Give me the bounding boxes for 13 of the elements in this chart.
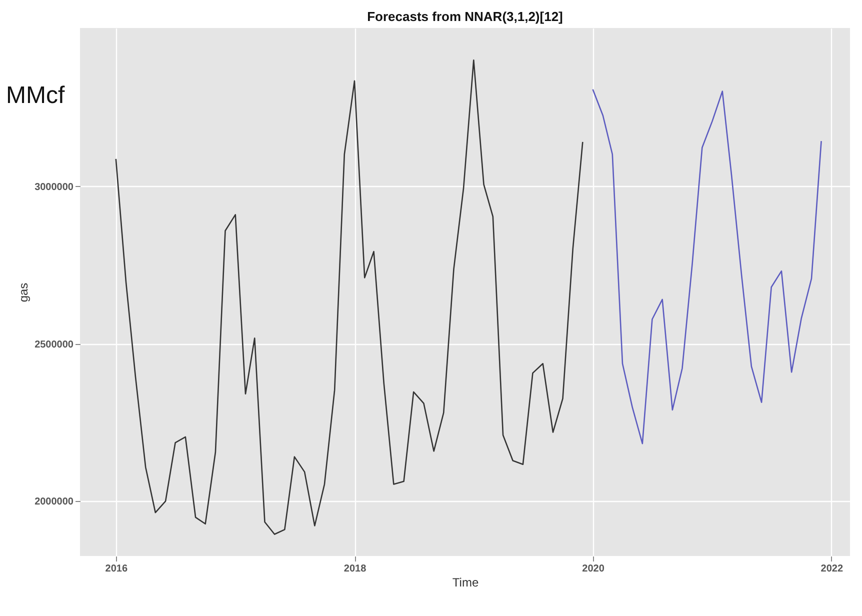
y-tick-label: 3000000 — [34, 182, 74, 193]
x-tick-label: 2022 — [820, 564, 844, 574]
line-series — [592, 88, 822, 444]
chart-title: Forecasts from NNAR(3,1,2)[12] — [367, 9, 563, 24]
x-axis-title: Time — [452, 576, 479, 590]
y-axis-title: gas — [16, 282, 31, 302]
y-tick-label: 2500000 — [34, 339, 74, 350]
x-tick-label: 2018 — [344, 564, 367, 574]
x-tick-label: 2016 — [105, 564, 128, 574]
x-tick-label: 2020 — [582, 564, 605, 574]
line-series — [115, 59, 584, 535]
text: MMcf — [6, 82, 65, 110]
y-tick-label: 2000000 — [34, 496, 74, 508]
